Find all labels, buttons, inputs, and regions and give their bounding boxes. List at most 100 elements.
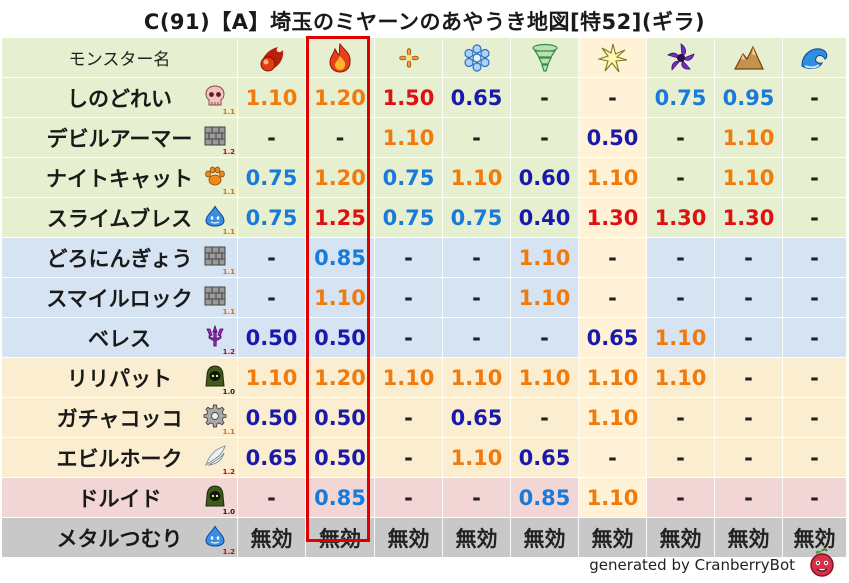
- resistance-cell: 1.20: [306, 158, 375, 198]
- resistance-value: 0.50: [245, 325, 298, 350]
- resistance-cell: 1.10: [238, 78, 306, 118]
- resistance-cell: -: [579, 438, 647, 478]
- resistance-value: -: [608, 85, 617, 110]
- resistance-value: 1.10: [654, 325, 707, 350]
- wind-leaf-icon: [393, 42, 425, 74]
- resistance-cell: 無効: [579, 518, 647, 558]
- resistance-value: -: [676, 245, 685, 270]
- lightning-icon: [596, 42, 629, 74]
- resistance-value: -: [540, 85, 549, 110]
- resistance-cell: -: [375, 398, 443, 438]
- wing-icon: [203, 444, 227, 468]
- resistance-value: 0.65: [450, 85, 503, 110]
- resistance-cell: -: [783, 118, 847, 158]
- resistance-cell: 1.50: [375, 78, 443, 118]
- resistance-value: 1.10: [586, 165, 639, 190]
- element-column-header: [443, 38, 511, 78]
- footer-credit: generated by CranberryBot: [589, 556, 795, 574]
- resistance-cell: 1.10: [579, 158, 647, 198]
- table-row: リリパット 1.0 1.10 1.20 1.10 1.10 1.10 1.10 1.10 - -: [2, 358, 847, 398]
- fire-ball-icon: [256, 42, 288, 74]
- monster-name: エビルホーク: [56, 446, 183, 471]
- appearance-ratio: 1.1: [222, 268, 235, 276]
- resistance-cell: -: [783, 318, 847, 358]
- appearance-ratio: 1.1: [222, 308, 235, 316]
- resistance-value: 0.50: [314, 405, 366, 430]
- resistance-value: -: [810, 165, 819, 190]
- resistance-cell: -: [238, 478, 306, 518]
- element-column-header: [306, 38, 375, 78]
- resistance-value: 0.50: [314, 445, 366, 470]
- resistance-cell: -: [647, 278, 715, 318]
- monster-name-cell: スマイルロック 1.1: [2, 278, 238, 318]
- resistance-value: -: [472, 285, 481, 310]
- resistance-cell: -: [375, 478, 443, 518]
- resistance-value: 0.50: [314, 325, 366, 350]
- skull-icon: [203, 84, 227, 108]
- element-column-header: [511, 38, 579, 78]
- element-column-header: [647, 38, 715, 78]
- monster-name: どろにんぎょう: [46, 246, 193, 271]
- resistance-cell: 1.10: [647, 358, 715, 398]
- resistance-cell: -: [647, 478, 715, 518]
- resistance-cell: 無効: [647, 518, 715, 558]
- resistance-cell: -: [647, 438, 715, 478]
- resistance-value: 無効: [591, 526, 634, 551]
- monster-name-cell: メタルつむり 1.2: [2, 518, 238, 558]
- resistance-value: 無効: [793, 526, 836, 551]
- resistance-value: -: [608, 285, 617, 310]
- table-row: ナイトキャット 1.1 0.75 1.20 0.75 1.10 0.60 1.10 - 1.10 -: [2, 158, 847, 198]
- resistance-value: 1.10: [245, 365, 298, 390]
- gear-icon: [203, 404, 227, 428]
- resistance-value: 1.10: [518, 245, 571, 270]
- resistance-cell: -: [511, 398, 579, 438]
- resistance-value: 1.10: [314, 285, 366, 310]
- resistance-cell: -: [647, 118, 715, 158]
- table-row: どろにんぎょう 1.1 - 0.85 - - 1.10 - - - -: [2, 238, 847, 278]
- table-row: スライムブレス 1.1 0.75 1.25 0.75 0.75 0.40 1.30 1.30 1.…: [2, 198, 847, 238]
- monster-name: スライムブレス: [46, 206, 193, 231]
- resistance-value: -: [810, 85, 819, 110]
- ice-crystal-icon: [461, 42, 493, 74]
- appearance-ratio: 1.2: [222, 548, 235, 556]
- table-row: ベレス 1.2 0.50 0.50 - - - 0.65 1.10 - -: [2, 318, 847, 358]
- resistance-value: 0.75: [382, 165, 435, 190]
- resistance-value: -: [267, 125, 276, 150]
- appearance-ratio: 1.1: [222, 428, 235, 436]
- resistance-cell: -: [715, 238, 783, 278]
- cranberry-icon: [810, 548, 834, 577]
- resistance-value: 1.30: [722, 205, 775, 230]
- resistance-cell: -: [375, 278, 443, 318]
- rock-mountain-icon: [733, 42, 765, 74]
- resistance-value: -: [810, 325, 819, 350]
- appearance-ratio: 1.2: [222, 148, 235, 156]
- resistance-cell: -: [443, 238, 511, 278]
- resistance-value: -: [676, 405, 685, 430]
- resistance-value: -: [744, 405, 753, 430]
- resistance-cell: -: [375, 318, 443, 358]
- resistance-value: -: [676, 285, 685, 310]
- resistance-value: 0.75: [245, 165, 298, 190]
- resistance-value: 1.10: [654, 365, 707, 390]
- monster-name-cell: しのどれい 1.1: [2, 78, 238, 118]
- resistance-cell: -: [238, 278, 306, 318]
- resistance-value: 0.65: [245, 445, 298, 470]
- resistance-cell: 0.95: [715, 78, 783, 118]
- resistance-cell: 0.50: [306, 318, 375, 358]
- ghost-hood-icon: [203, 364, 227, 388]
- resistance-cell: -: [443, 118, 511, 158]
- table-row: しのどれい 1.1 1.10 1.20 1.50 0.65 - - 0.75 0.95 -: [2, 78, 847, 118]
- resistance-value: -: [472, 125, 481, 150]
- appearance-ratio: 1.1: [222, 228, 235, 236]
- resistance-cell: -: [647, 398, 715, 438]
- resistance-value: -: [335, 125, 345, 150]
- resistance-value: -: [540, 125, 549, 150]
- resistance-value: -: [472, 325, 481, 350]
- tornado-icon: [529, 42, 561, 74]
- resistance-value: -: [810, 445, 819, 470]
- resistance-value: 0.60: [518, 165, 571, 190]
- resistance-cell: -: [375, 438, 443, 478]
- resistance-value: 無効: [455, 526, 498, 551]
- resistance-cell: 0.85: [306, 478, 375, 518]
- resistance-value: -: [744, 365, 753, 390]
